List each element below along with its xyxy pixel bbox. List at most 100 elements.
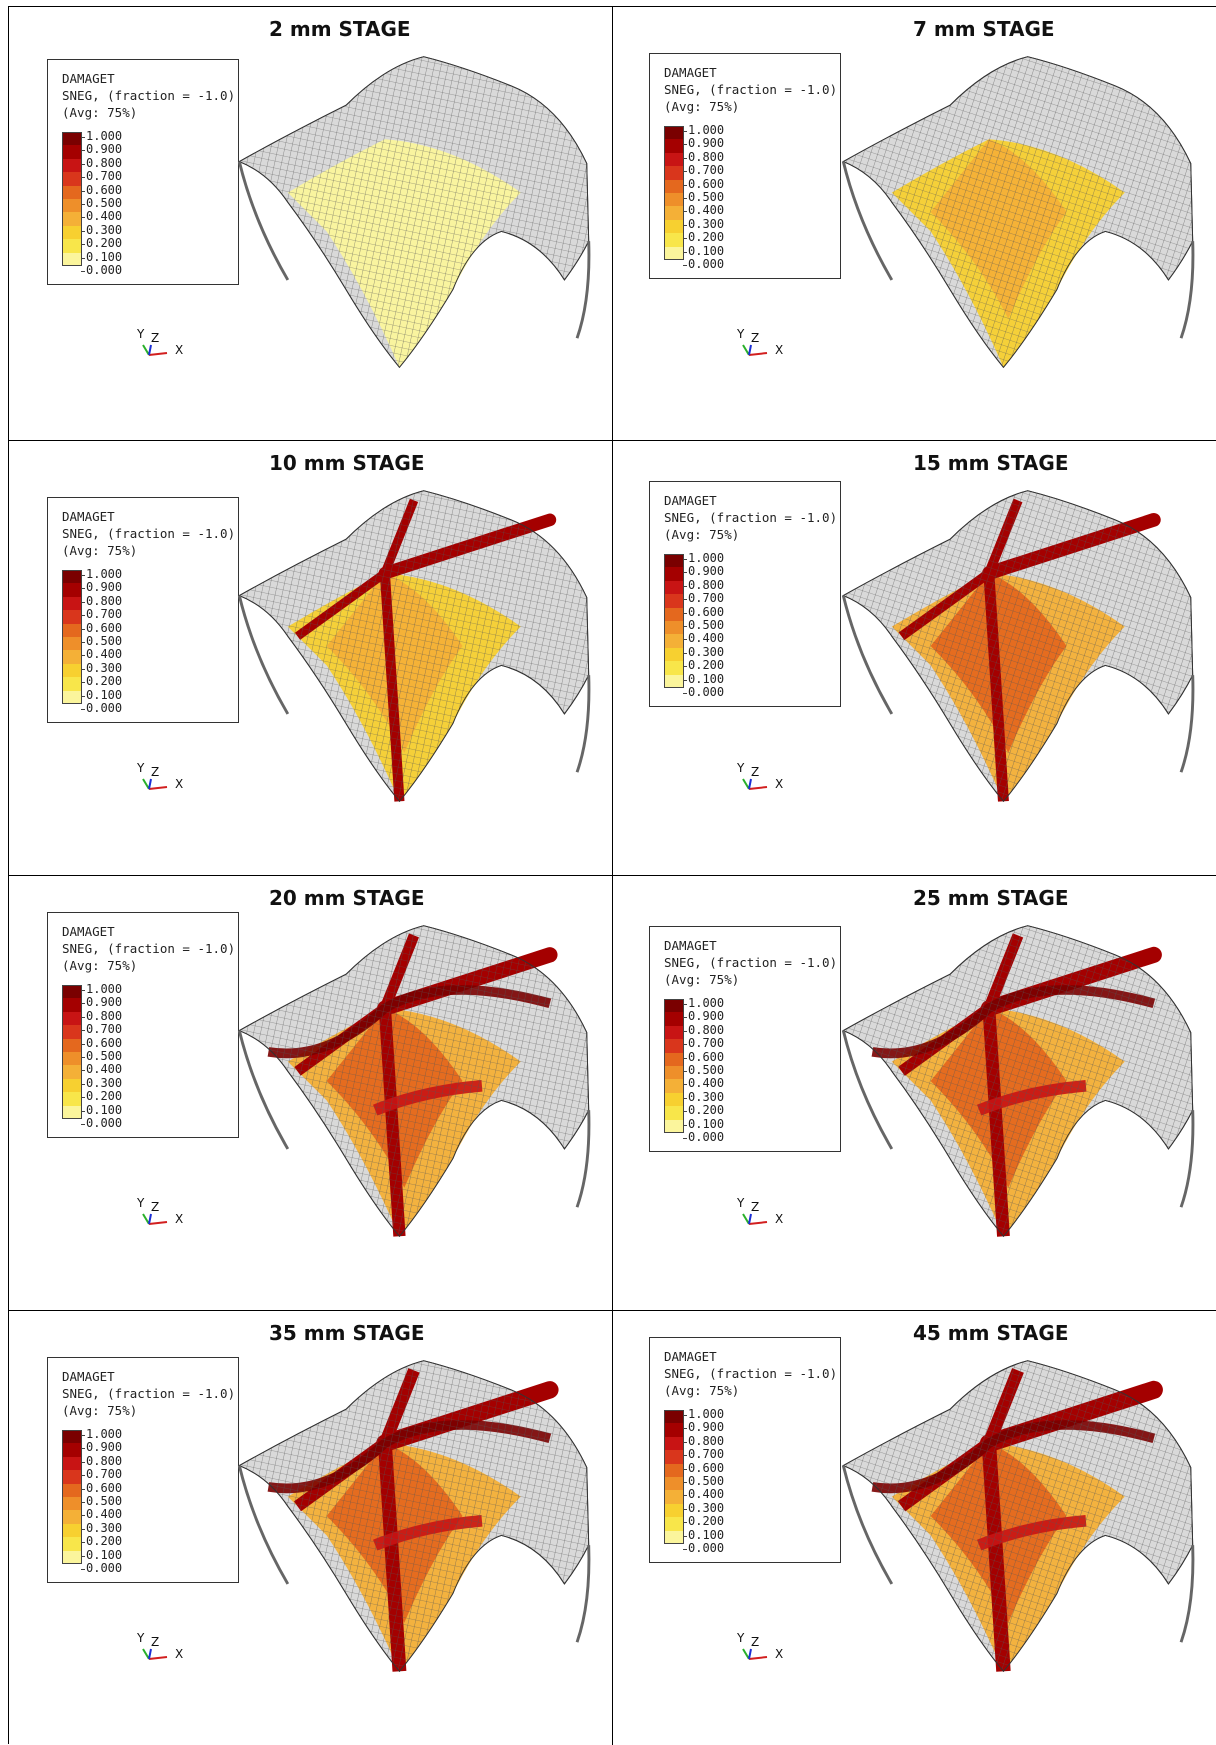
axis-label-z: Z xyxy=(751,331,760,345)
legend-swatch xyxy=(62,1092,82,1106)
stage-panel: 35 mm STAGE DAMAGET SNEG, (fraction = -1.0… xyxy=(9,1311,613,1745)
legend-swatch xyxy=(664,1436,684,1451)
legend-tick-label: 0.400 xyxy=(682,631,725,646)
legend-header-line: SNEG, (fraction = -1.0) xyxy=(62,941,236,956)
legend-tick-label: 0.900 xyxy=(682,564,725,579)
legend-swatch xyxy=(62,1065,82,1079)
legend-header-line: DAMAGET xyxy=(62,71,115,86)
legend-header-line: DAMAGET xyxy=(62,1369,115,1384)
legend-tick-label: 0.200 xyxy=(80,674,123,689)
legend-tick-label: 0.400 xyxy=(682,1076,725,1091)
legend-swatch xyxy=(62,132,82,146)
legend-tick-label: 0.700 xyxy=(80,1022,123,1037)
legend-header-line: (Avg: 75%) xyxy=(664,99,740,114)
legend-tick-label: 0.100 xyxy=(80,687,123,702)
legend-swatch xyxy=(664,580,684,595)
legend-swatch xyxy=(664,647,684,662)
legend-tick-label: 0.000 xyxy=(80,700,123,715)
legend-header-line: SNEG, (fraction = -1.0) xyxy=(664,955,838,970)
axis-label-z: Z xyxy=(151,765,160,779)
legend-header-line: DAMAGET xyxy=(664,493,717,508)
legend-swatch xyxy=(62,690,82,704)
legend-header-line: SNEG, (fraction = -1.0) xyxy=(62,1386,236,1401)
legend-tick-label: 0.300 xyxy=(682,1089,725,1104)
legend-header-line: DAMAGET xyxy=(62,924,115,939)
legend-color-bar xyxy=(664,554,684,688)
stage-panel: 20 mm STAGE DAMAGET SNEG, (fraction = -1.0… xyxy=(9,876,613,1311)
stage-title: 10 mm STAGE xyxy=(269,451,425,475)
legend-swatch xyxy=(62,1051,82,1066)
legend-tick-label: 0.900 xyxy=(682,1009,725,1024)
legend-tick-label: 0.300 xyxy=(682,1500,725,1515)
legend-swatch xyxy=(664,999,684,1013)
stage-panel: 7 mm STAGE DAMAGET SNEG, (fraction = -1.0)… xyxy=(613,7,1216,441)
axis-label-y: Y xyxy=(737,761,745,775)
legend-tick-label: 0.800 xyxy=(80,593,123,608)
legend-color-bar xyxy=(62,985,82,1119)
legend-tick-label: 0.500 xyxy=(682,1062,725,1077)
legend-tick-label: 1.000 xyxy=(80,982,123,996)
stage-title: 20 mm STAGE xyxy=(269,886,425,910)
legend-tick-label: 0.200 xyxy=(682,230,725,245)
legend-swatch xyxy=(664,1106,684,1120)
stage-title: 15 mm STAGE xyxy=(913,451,1069,475)
legend-tick-label: 0.400 xyxy=(682,203,725,218)
legend-swatch xyxy=(664,674,684,688)
axis-label-y: Y xyxy=(137,761,145,775)
vault-model-render xyxy=(237,490,591,803)
legend-tick-label: 0.100 xyxy=(682,1116,725,1131)
legend-tick-label: 0.500 xyxy=(80,195,123,210)
legend-swatch xyxy=(62,185,82,199)
legend-tick-label: 1.000 xyxy=(682,123,725,137)
damage-legend: DAMAGET SNEG, (fraction = -1.0) (Avg: 75%)… xyxy=(649,53,841,279)
damage-legend: DAMAGET SNEG, (fraction = -1.0) (Avg: 75%)… xyxy=(47,59,239,285)
legend-swatch xyxy=(664,1079,684,1093)
legend-swatch xyxy=(62,1456,82,1471)
axis-triad-arrows xyxy=(742,344,768,356)
legend-tick-label: 0.000 xyxy=(80,1115,123,1130)
legend-swatch xyxy=(62,212,82,226)
axis-triad-arrows xyxy=(142,344,168,356)
legend-tick-label: 0.500 xyxy=(682,617,725,632)
legend-swatch xyxy=(664,607,684,621)
legend-tick-label: 0.300 xyxy=(80,1075,123,1090)
legend-tick-label: 0.800 xyxy=(682,149,725,164)
axis-label-z: Z xyxy=(151,331,160,345)
legend-swatch xyxy=(664,620,684,635)
legend-tick-label: 0.500 xyxy=(80,633,123,648)
legend-tick-label: 0.600 xyxy=(682,1460,725,1475)
legend-header-line: DAMAGET xyxy=(664,938,717,953)
legend-swatch xyxy=(664,1025,684,1040)
legend-tick-label: 0.000 xyxy=(682,684,725,699)
axis-label-z: Z xyxy=(151,1635,160,1649)
legend-swatch xyxy=(664,126,684,140)
legend-swatch xyxy=(664,1476,684,1491)
legend-swatch xyxy=(62,1523,82,1538)
legend-tick-label: 0.800 xyxy=(682,1433,725,1448)
axis-triad-arrows xyxy=(742,1213,768,1225)
legend-swatch xyxy=(664,233,684,247)
legend-header-line: (Avg: 75%) xyxy=(664,527,740,542)
legend-swatch xyxy=(62,1011,82,1026)
damage-legend: DAMAGET SNEG, (fraction = -1.0) (Avg: 75%)… xyxy=(649,926,841,1152)
legend-swatch xyxy=(664,1092,684,1107)
legend-header-line: (Avg: 75%) xyxy=(62,1403,138,1418)
legend-swatch xyxy=(62,1078,82,1093)
legend-tick-label: 0.800 xyxy=(682,1022,725,1037)
legend-swatch xyxy=(664,554,684,568)
legend-swatch xyxy=(62,1443,82,1457)
legend-tick-label: 0.900 xyxy=(80,580,123,595)
legend-color-bar xyxy=(62,132,82,266)
legend-tick-label: 0.100 xyxy=(80,249,123,264)
legend-swatch xyxy=(664,1490,684,1504)
damage-legend: DAMAGET SNEG, (fraction = -1.0) (Avg: 75%)… xyxy=(47,1357,239,1583)
legend-tick-label: 0.300 xyxy=(682,644,725,659)
stage-title: 35 mm STAGE xyxy=(269,1321,425,1345)
legend-tick-label: 0.700 xyxy=(80,1467,123,1482)
axis-label-y: Y xyxy=(137,1196,145,1210)
legend-tick-label: 0.700 xyxy=(682,1447,725,1462)
legend-swatch xyxy=(62,225,82,240)
